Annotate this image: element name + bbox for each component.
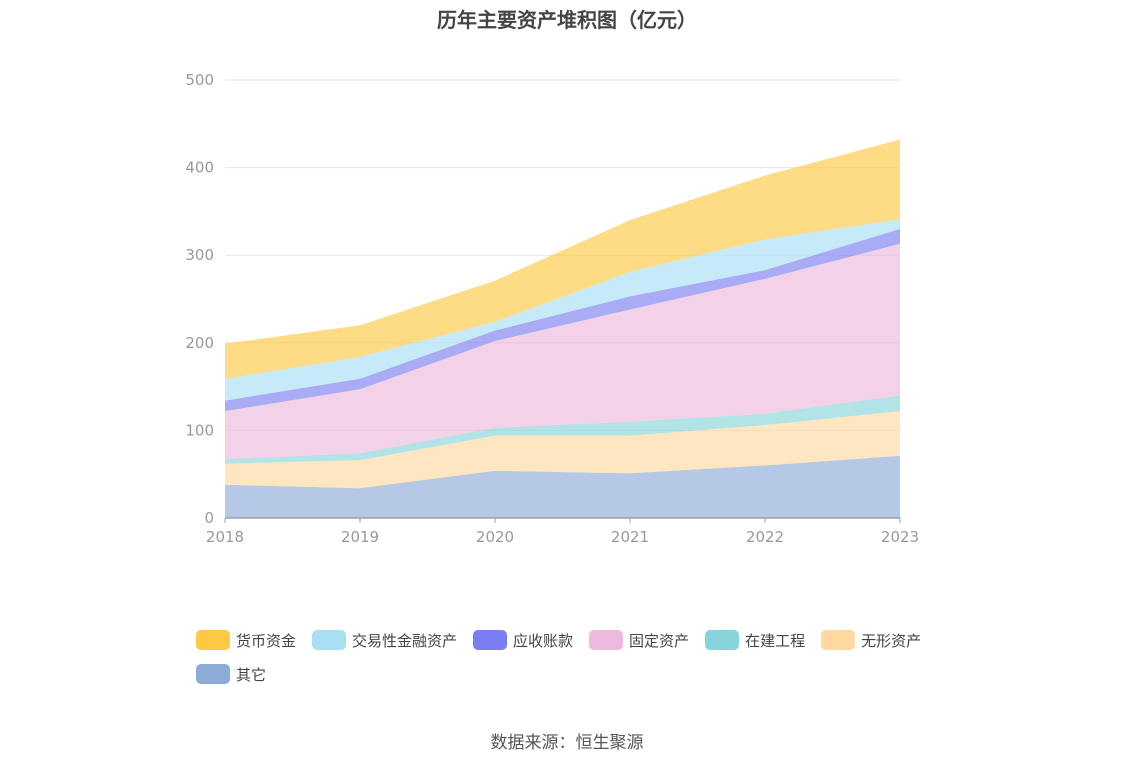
- legend-swatch: [589, 630, 624, 650]
- legend-label: 固定资产: [629, 631, 690, 650]
- area-layer: [225, 139, 900, 518]
- legend-item[interactable]: 固定资产: [589, 628, 689, 652]
- legend-swatch: [196, 630, 230, 650]
- y-tick-label: 300: [185, 246, 214, 264]
- chart-title: 历年主要资产堆积图（亿元）: [437, 8, 697, 32]
- legend-label: 其它: [236, 665, 267, 684]
- legend-swatch: [196, 664, 230, 684]
- legend-swatch: [705, 630, 740, 650]
- legend-item[interactable]: 在建工程: [705, 628, 805, 652]
- axis-layer: 0 100 200 300 400 500 2018 2019 2020 2021 2022 2023: [185, 71, 919, 546]
- area-series-4: [225, 228, 900, 412]
- y-tick-label: 100: [185, 421, 214, 439]
- y-tick-label: 400: [185, 159, 214, 177]
- y-tick-label: 0: [204, 509, 214, 527]
- area-series-1: [225, 411, 900, 489]
- legend-label: 交易性金融资产: [352, 631, 458, 650]
- legend-item[interactable]: 应收账款: [473, 628, 573, 652]
- area-series-2: [225, 395, 900, 464]
- legend-swatch: [312, 630, 347, 650]
- x-tick-label: 2022: [746, 528, 784, 546]
- area-series-5: [225, 219, 900, 401]
- y-tick-label: 500: [185, 71, 214, 89]
- legend-label: 无形资产: [861, 631, 922, 650]
- x-tick-label: 2018: [206, 528, 244, 546]
- legend-swatch: [473, 630, 508, 650]
- legend: 货币资金 交易性金融资产 应收账款 固定资产 在建工程 无形资产其它: [196, 628, 976, 686]
- area-series-0: [225, 455, 900, 518]
- source-note: 数据来源：恒生聚源: [490, 733, 644, 753]
- legend-item[interactable]: 其它: [196, 662, 266, 686]
- legend-label: 在建工程: [745, 631, 806, 650]
- legend-item[interactable]: 无形资产: [821, 628, 921, 652]
- legend-item[interactable]: 货币资金: [196, 628, 296, 652]
- legend-label: 应收账款: [513, 631, 574, 650]
- legend-swatch: [821, 630, 856, 650]
- area-series-6: [225, 139, 900, 379]
- y-tick-label: 200: [185, 334, 214, 352]
- legend-label: 货币资金: [236, 631, 297, 650]
- legend-item[interactable]: 交易性金融资产: [312, 628, 457, 652]
- x-tick-label: 2023: [881, 528, 919, 546]
- x-tick-label: 2021: [611, 528, 649, 546]
- area-series-3: [225, 243, 900, 460]
- x-tick-label: 2020: [476, 528, 514, 546]
- x-tick-label: 2019: [341, 528, 379, 546]
